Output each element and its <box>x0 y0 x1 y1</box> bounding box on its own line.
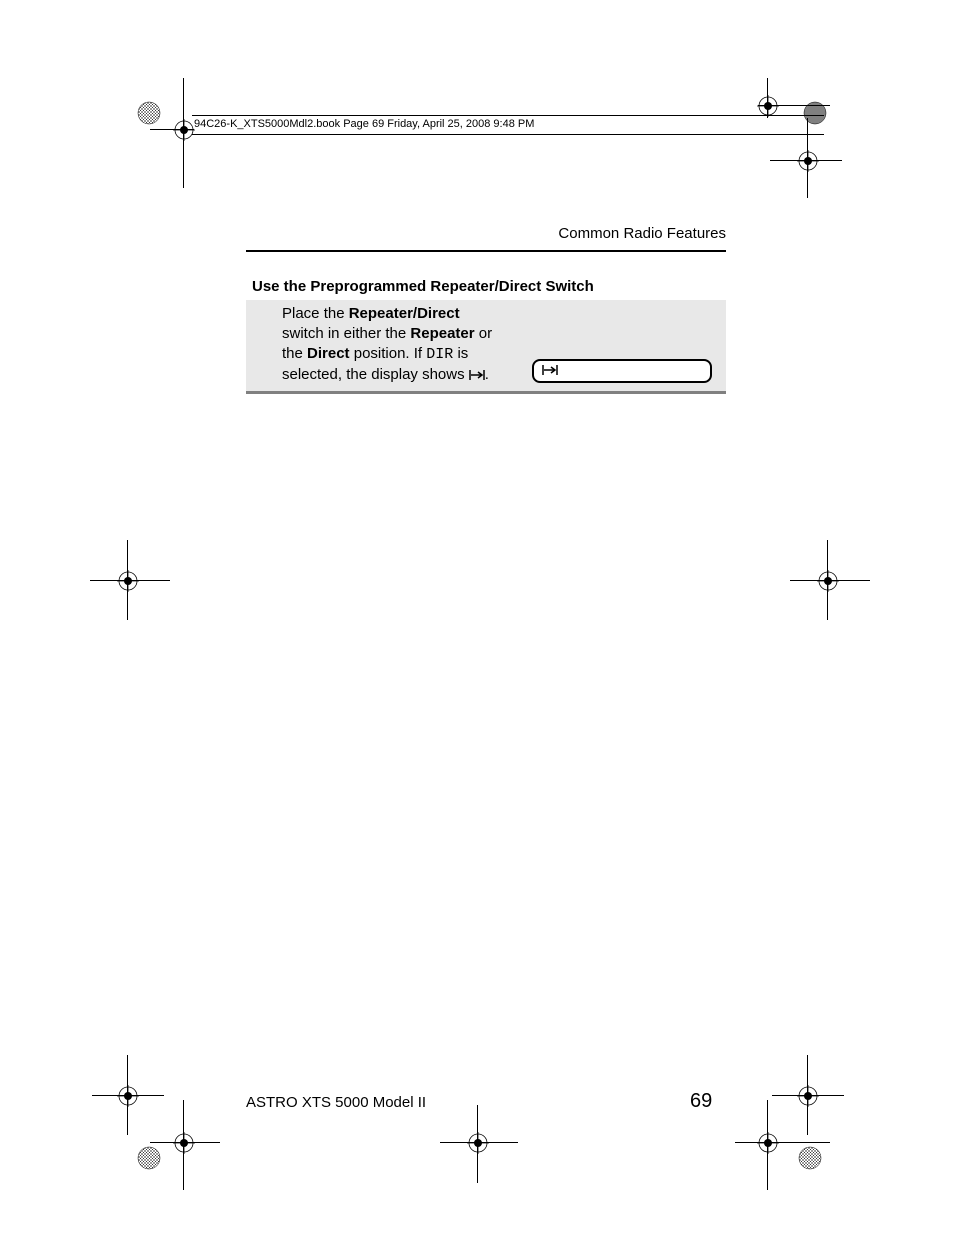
direct-icon-inline <box>469 366 485 383</box>
direct-icon-display <box>542 363 558 380</box>
running-head: 94C26-K_XTS5000Mdl2.book Page 69 Friday,… <box>192 115 824 135</box>
cropline-v-bc <box>477 1105 478 1183</box>
cropline-h-tr <box>758 105 830 106</box>
regmark-bot-left-inner <box>173 1132 195 1154</box>
radio-display-box <box>532 359 712 383</box>
regmark-top-right-inner <box>757 95 779 117</box>
cropline-v-br <box>767 1100 768 1190</box>
regmark-bot-left-2 <box>117 1085 139 1107</box>
cropline-h-bl <box>150 1142 220 1143</box>
section-title: Common Radio Features <box>246 225 726 242</box>
cropline-v-tl <box>183 78 184 188</box>
footer-product-name: ASTRO XTS 5000 Model II <box>246 1094 426 1111</box>
regmark-top-left-outer <box>136 100 162 126</box>
regmark-bot-right-2 <box>797 1085 819 1107</box>
cropline-h-br2 <box>772 1095 844 1096</box>
regmark-bot-right-inner <box>757 1132 779 1154</box>
cropline-h-tr2 <box>770 160 842 161</box>
instr-t2: switch in either the <box>282 325 410 342</box>
regmark-bot-left-outer <box>136 1145 162 1171</box>
cropline-h-bc <box>440 1142 518 1143</box>
cropline-v-bl <box>183 1100 184 1190</box>
instr-mono1: DIR <box>426 346 453 363</box>
cropline-h-tl <box>150 129 194 130</box>
instr-t6: . <box>485 366 489 383</box>
instruction-text: Place the Repeater/Direct switch in eith… <box>282 304 502 385</box>
regmark-bot-right-outer <box>797 1145 823 1171</box>
regmark-mid-right <box>817 570 839 592</box>
cropline-v-tr <box>767 78 768 118</box>
instr-bold2: Repeater <box>410 325 474 342</box>
instr-bold3: Direct <box>307 345 350 362</box>
regmark-bot-center <box>467 1132 489 1154</box>
instr-bold1: Repeater/Direct <box>349 305 460 322</box>
cropline-h-br <box>735 1142 830 1143</box>
instruction-block: Place the Repeater/Direct switch in eith… <box>246 300 726 394</box>
cropline-h-mr <box>790 580 870 581</box>
subsection-heading: Use the Preprogrammed Repeater/Direct Sw… <box>252 278 594 295</box>
cropline-h-bl2 <box>92 1095 164 1096</box>
instr-t4: position. If <box>350 345 427 362</box>
regmark-top-right-2 <box>797 150 819 172</box>
page-number: 69 <box>690 1090 712 1113</box>
regmark-mid-left <box>117 570 139 592</box>
page: 94C26-K_XTS5000Mdl2.book Page 69 Friday,… <box>0 0 954 1235</box>
instr-t1: Place the <box>282 305 349 322</box>
section-rule <box>246 250 726 252</box>
cropline-h-ml <box>90 580 170 581</box>
